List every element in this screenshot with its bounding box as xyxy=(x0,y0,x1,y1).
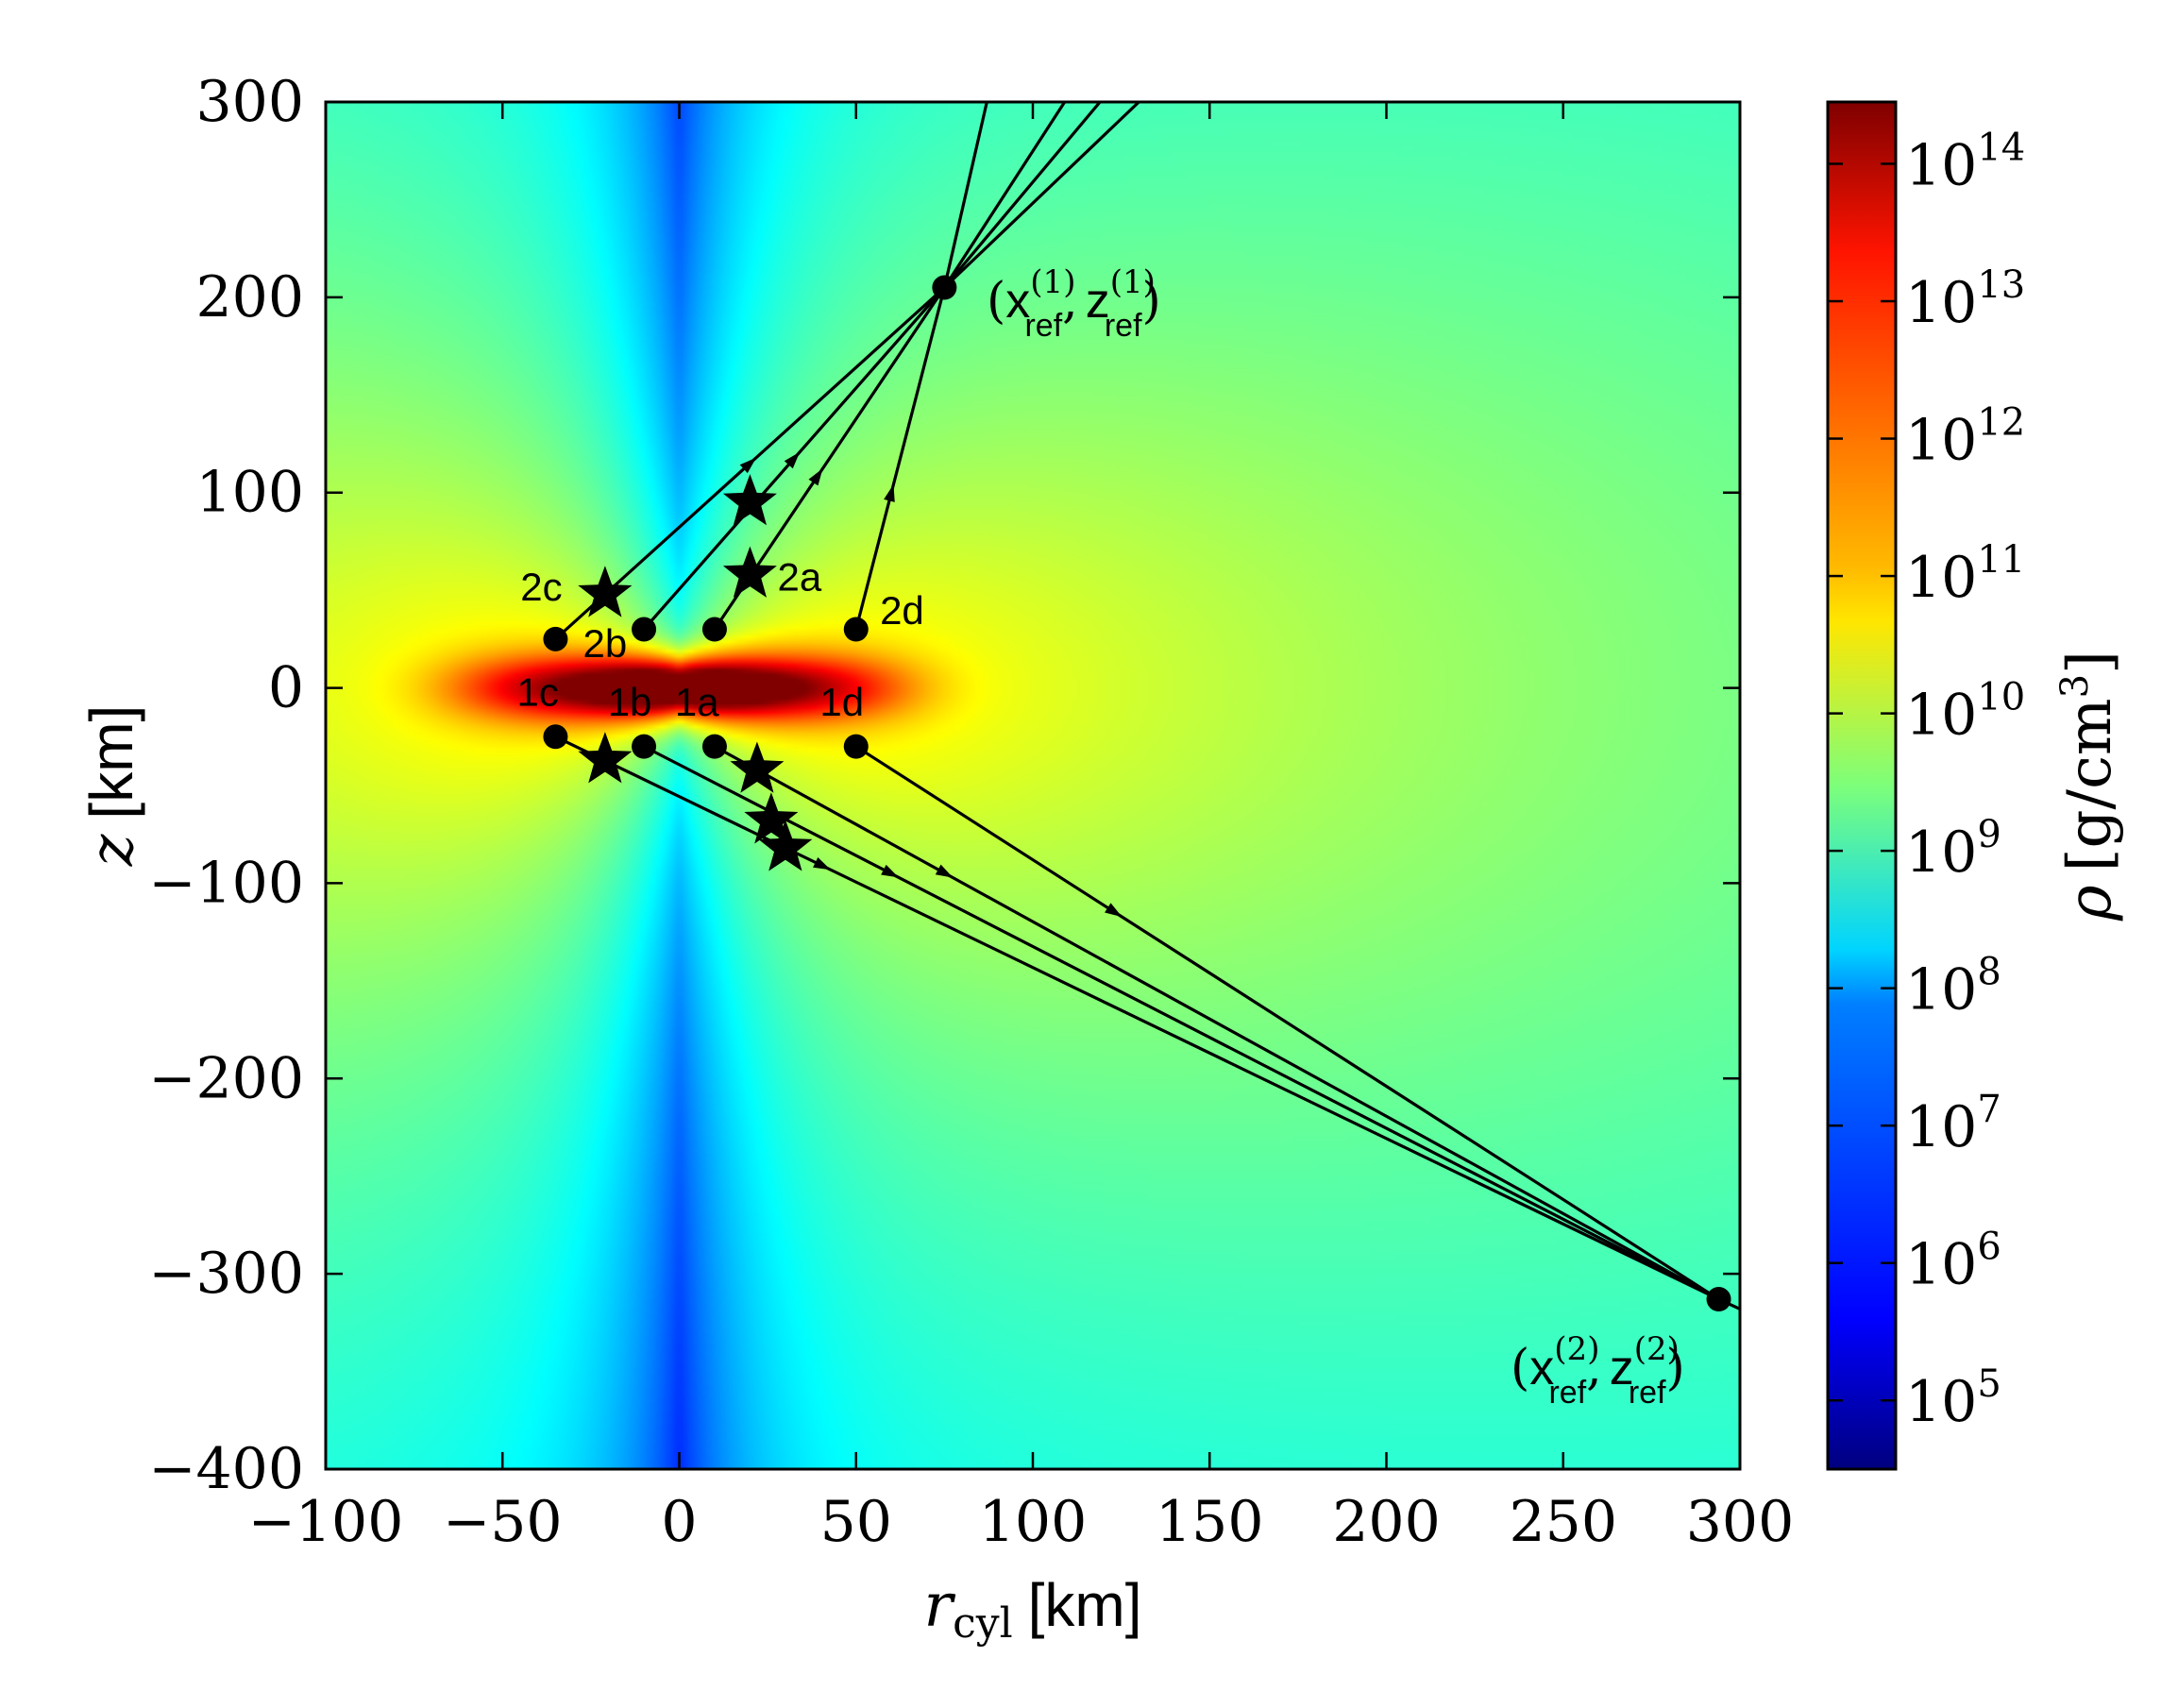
path-1a-arrow xyxy=(935,864,954,878)
path-2d xyxy=(854,287,946,630)
path-1c-arrow xyxy=(813,856,831,871)
colorbar-title: ρ[g/cm3] xyxy=(2053,651,2125,922)
x-tick-label-150: 150 xyxy=(1156,1489,1264,1555)
x-tick-label--100: −100 xyxy=(248,1489,404,1555)
path-1b xyxy=(643,745,1720,1301)
x-tick-label--50: −50 xyxy=(443,1489,563,1555)
path-extension-top-2 xyxy=(943,102,1102,289)
path-label-1a: 1a xyxy=(675,680,719,724)
path-2b-arrow xyxy=(784,451,801,469)
path-label-1d: 1d xyxy=(819,680,864,724)
x-axis-ticks: −100 −50 0 50 100 150 200 250 300 xyxy=(248,102,1795,1555)
y-tick-label-0: 0 xyxy=(268,655,304,721)
path-1d-start-point xyxy=(843,734,869,759)
ref1-label: (x(1) ref, z(1) ref) xyxy=(987,263,1161,344)
path-1b-star xyxy=(744,792,799,844)
ref1-point xyxy=(932,275,957,300)
x-tick-label-200: 200 xyxy=(1332,1489,1441,1555)
y-tick-label-100: 100 xyxy=(195,460,304,526)
path-2d-start-point xyxy=(843,617,869,642)
path-1a-start-point xyxy=(701,734,727,759)
colorbar-tick-label-9: 109 xyxy=(1905,813,2001,886)
colorbar xyxy=(1826,100,1898,1471)
path-2d-arrow xyxy=(884,484,895,502)
colorbar-ticks: 105 106 107 108 109 1010 1011 1012 1013 1014 xyxy=(1828,126,2025,1435)
colorbar-tick-label-10: 1010 xyxy=(1905,676,2025,749)
colorbar-tick-label-5: 105 xyxy=(1905,1362,2001,1435)
y-tick-label--400: −400 xyxy=(148,1436,304,1502)
path-1c-star xyxy=(578,732,633,784)
path-1d-star xyxy=(758,820,813,871)
path-1d-arrow xyxy=(1105,903,1123,918)
colorbar-tick-label-8: 108 xyxy=(1905,951,2001,1023)
path-1b-start-point xyxy=(632,734,657,759)
trajectory-markers xyxy=(543,275,1731,1312)
colorbar-tick-label-13: 1013 xyxy=(1905,263,2025,336)
density-heatmap xyxy=(326,102,1740,1469)
path-extension-top-1 xyxy=(943,102,1067,289)
path-label-2b: 2b xyxy=(582,621,627,666)
heatmap-canvas xyxy=(326,102,1740,1469)
ref2-point xyxy=(1706,1287,1731,1312)
path-label-2c: 2c xyxy=(520,565,562,609)
path-label-2a: 2a xyxy=(777,555,821,600)
path-label-2d: 2d xyxy=(880,588,924,633)
ref2-label: (x(2) ref, z(2) ref) xyxy=(1511,1330,1685,1411)
path-label-1b: 1b xyxy=(608,680,652,724)
x-tick-label-300: 300 xyxy=(1686,1489,1795,1555)
path-extension-top-3 xyxy=(943,102,1140,289)
x-axis-title: rcyl [km] xyxy=(923,1571,1141,1648)
y-tick-label--300: −300 xyxy=(148,1241,304,1307)
colorbar-tick-label-6: 106 xyxy=(1905,1226,2001,1298)
y-axis-title: z[km] xyxy=(77,705,147,868)
path-2a-arrow xyxy=(808,468,823,486)
y-tick-label-200: 200 xyxy=(195,264,304,330)
path-2c-arrow xyxy=(739,457,757,474)
path-extension-top-0 xyxy=(942,102,988,288)
trajectory-paths xyxy=(554,102,1740,1311)
path-1b-arrow xyxy=(881,864,899,878)
y-tick-label--200: −200 xyxy=(148,1045,304,1111)
colorbar-tick-label-14: 1014 xyxy=(1905,126,2025,198)
path-labels: 2c 2b 2a 2d 1c 1b 1a 1d xyxy=(517,555,924,724)
x-tick-label-50: 50 xyxy=(820,1489,892,1555)
path-label-1c: 1c xyxy=(517,670,559,715)
path-1c-start-point xyxy=(543,724,568,750)
path-1a-star xyxy=(730,741,785,793)
colorbar-tick-label-7: 107 xyxy=(1905,1088,2001,1160)
path-1d xyxy=(854,745,1720,1301)
path-2c-star xyxy=(578,566,633,617)
x-tick-label-0: 0 xyxy=(661,1489,697,1555)
colorbar-tick-label-12: 1012 xyxy=(1905,401,2025,474)
y-tick-label-300: 300 xyxy=(195,69,304,135)
path-2a-star xyxy=(722,546,777,598)
path-1a xyxy=(714,745,1720,1301)
path-2b-star xyxy=(722,474,777,526)
y-tick-label--100: −100 xyxy=(148,850,304,916)
x-tick-label-250: 250 xyxy=(1509,1489,1617,1555)
path-2a-start-point xyxy=(701,617,727,642)
path-2c-start-point xyxy=(543,626,568,651)
colorbar-tick-label-11: 1011 xyxy=(1905,538,2025,611)
y-axis-ticks: −400 −300 −200 −100 0 100 200 300 xyxy=(148,69,1740,1502)
path-2b-start-point xyxy=(632,617,657,642)
path-1c xyxy=(554,735,1720,1301)
x-tick-label-100: 100 xyxy=(979,1489,1088,1555)
